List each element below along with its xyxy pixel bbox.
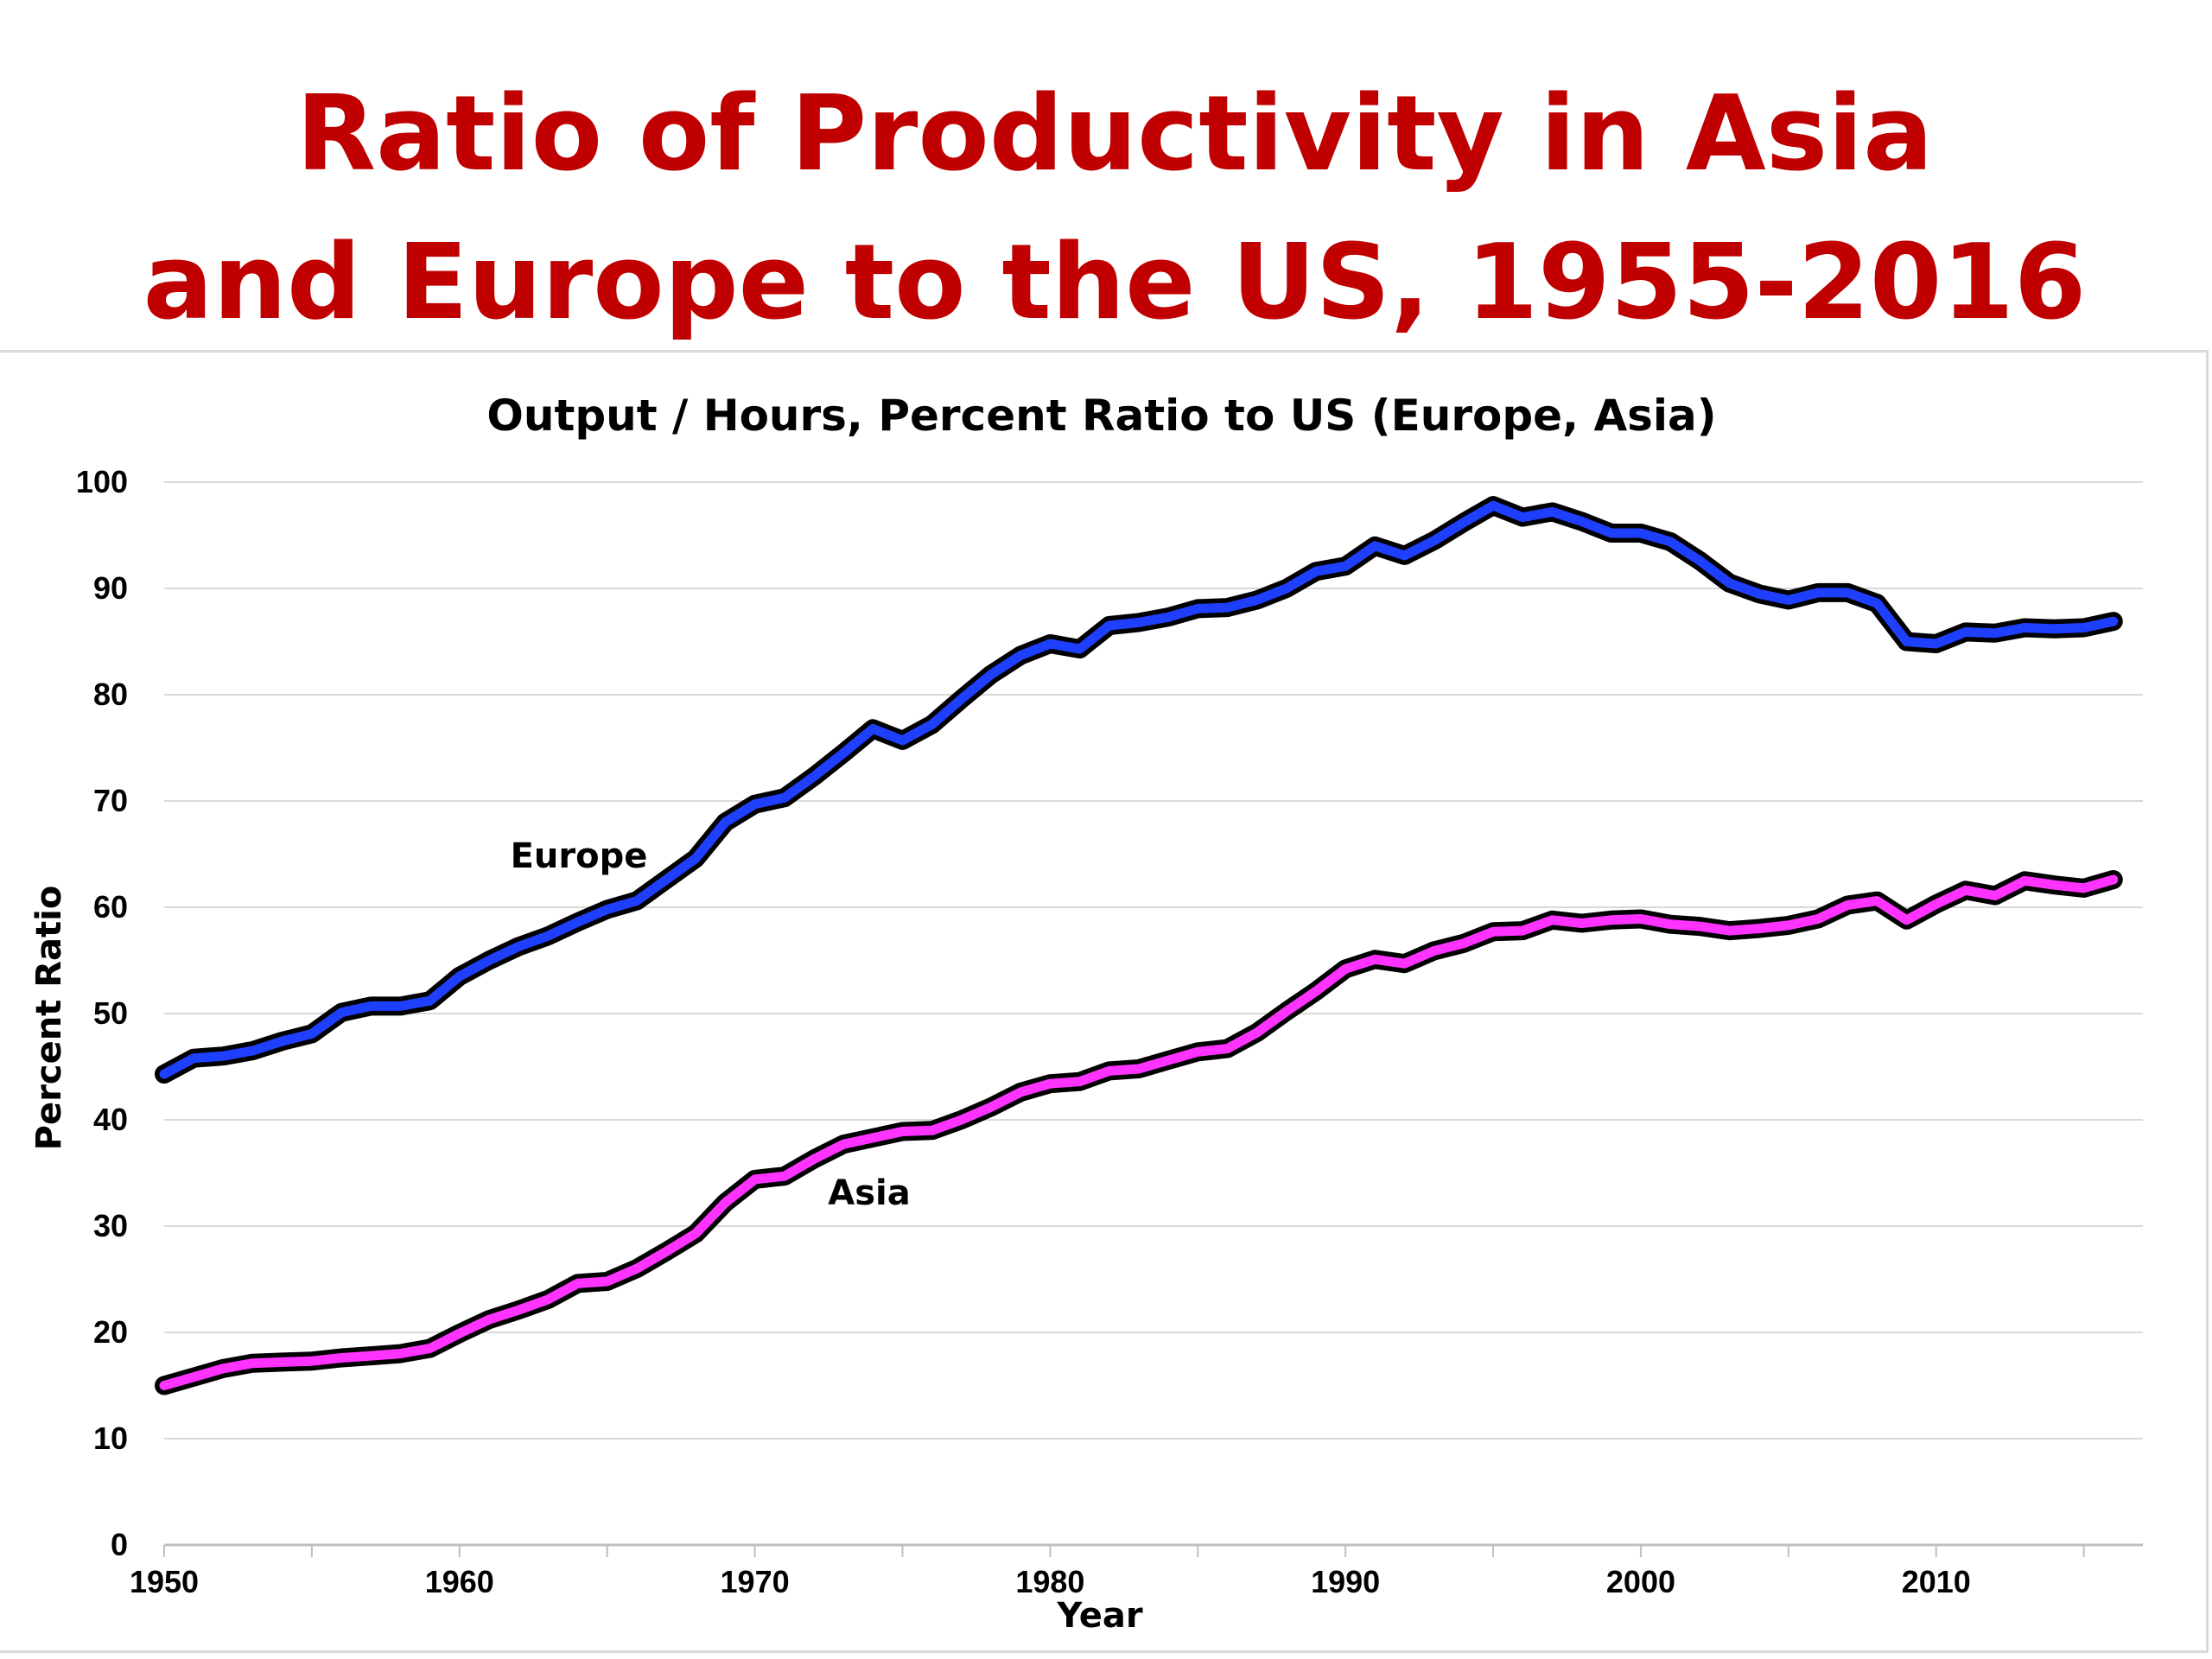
x-axis-label: Year [1056, 1596, 1142, 1636]
y-tick-label-20: 20 [93, 1314, 128, 1350]
line-chart: Output / Hours, Percent Ratio to US (Eur… [29, 391, 2143, 1636]
x-tick-label-1990: 1990 [1311, 1564, 1380, 1599]
slide-title: Ratio of Productivity in Asia and Europe… [0, 60, 2212, 358]
y-tick-label-0: 0 [111, 1527, 128, 1562]
title-line-2: and Europe to the US, 1955-2016 [143, 223, 2087, 343]
x-tick-labels: 1950 1960 1970 1980 1990 2000 2010 [130, 1564, 1971, 1599]
title-line-1: Ratio of Productivity in Asia [296, 74, 1934, 194]
x-tick-label-2000: 2000 [1606, 1564, 1675, 1599]
y-tick-label-80: 80 [93, 677, 128, 712]
y-tick-label-10: 10 [93, 1421, 128, 1456]
y-tick-label-70: 70 [93, 783, 128, 818]
x-tick-label-1970: 1970 [721, 1564, 790, 1599]
y-tick-label-50: 50 [93, 995, 128, 1031]
europe-line [159, 500, 2119, 1079]
x-tick-label-2010: 2010 [1902, 1564, 1971, 1599]
y-tick-label-30: 30 [93, 1208, 128, 1243]
asia-line [159, 874, 2119, 1390]
chart-subtitle: Output / Hours, Percent Ratio to US (Eur… [486, 391, 1716, 441]
y-tick-labels: 0 10 20 30 40 50 60 70 80 90 100 [76, 464, 128, 1562]
y-tick-label-40: 40 [93, 1102, 128, 1137]
x-tick-label-1980: 1980 [1015, 1564, 1084, 1599]
y-tick-label-90: 90 [93, 570, 128, 606]
y-tick-label-60: 60 [93, 889, 128, 925]
series-lines [155, 496, 2123, 1395]
chart-frame: Output / Hours, Percent Ratio to US (Eur… [0, 350, 2209, 1653]
asia-line-outline [155, 870, 2123, 1395]
x-tick-label-1950: 1950 [130, 1564, 199, 1599]
x-tick-label-1960: 1960 [425, 1564, 494, 1599]
asia-annotation: Asia [828, 1173, 910, 1213]
axes [163, 1543, 2143, 1557]
y-axis-label: Percent Ratio [29, 886, 69, 1151]
europe-annotation: Europe [511, 836, 648, 876]
y-tick-label-100: 100 [76, 464, 128, 499]
gridlines [164, 481, 2143, 1440]
